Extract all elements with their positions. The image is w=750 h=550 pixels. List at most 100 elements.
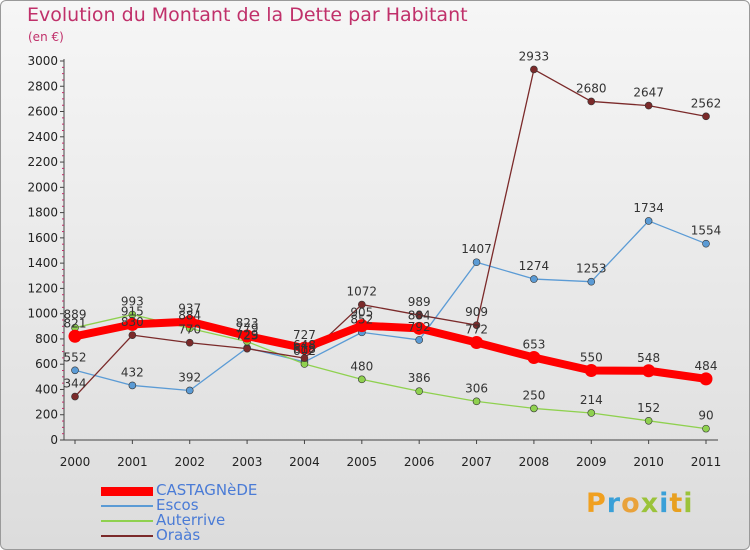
data-label-2: 779 — [236, 322, 259, 336]
logo-letter: P — [586, 488, 607, 519]
point-0 — [527, 351, 541, 365]
data-label-0: 823 — [236, 316, 259, 330]
y-tick-label: 200 — [35, 408, 58, 422]
point-1 — [128, 381, 137, 390]
point-3 — [243, 344, 251, 353]
y-tick-label: 2200 — [27, 155, 58, 169]
data-label-3: 2562 — [691, 96, 722, 110]
x-tick-label: 2001 — [117, 455, 148, 469]
data-label-0: 905 — [350, 306, 373, 320]
point-0 — [68, 329, 82, 343]
logo-letter: r — [606, 488, 622, 519]
series-line-3 — [74, 68, 707, 397]
y-tick-label: 0 — [50, 433, 58, 447]
point-1 — [530, 275, 538, 283]
point-3 — [185, 338, 194, 347]
data-label-2: 993 — [121, 295, 144, 309]
legend-label: Oraàs — [156, 526, 201, 544]
y-tick-label: 2800 — [27, 79, 58, 93]
data-label-2: 306 — [465, 381, 488, 395]
logo-letter: i — [659, 488, 670, 519]
y-tick-label: 1800 — [27, 206, 58, 220]
data-label-1: 1274 — [519, 259, 550, 273]
point-0 — [125, 317, 139, 331]
y-tick-label: 2600 — [27, 105, 58, 119]
axes: 0 200 400 600 800 1000 1200 1400 1600 1800 2000 220… — [27, 54, 721, 469]
point-2 — [358, 375, 366, 384]
y-tick-label: 800 — [35, 332, 58, 346]
x-tick-label: 2002 — [174, 455, 205, 469]
logo-letter: i — [683, 488, 694, 519]
logo-letter: o — [621, 488, 641, 519]
data-label-0: 550 — [580, 351, 603, 365]
x-tick-label: 2005 — [347, 455, 378, 469]
data-label-0: 548 — [637, 351, 660, 365]
point-3 — [702, 112, 710, 121]
data-label-3: 989 — [408, 295, 431, 309]
point-3 — [472, 321, 481, 329]
data-label-3: 723 — [236, 329, 259, 343]
data-label-1: 618 — [293, 342, 316, 356]
data-label-1: 1253 — [576, 262, 607, 276]
point-1 — [702, 239, 710, 248]
data-label-2: 386 — [408, 371, 431, 385]
data-label-3: 909 — [465, 305, 488, 319]
y-tick-label: 2400 — [27, 130, 58, 144]
data-label-0: 915 — [121, 304, 144, 318]
point-0 — [183, 315, 197, 329]
point-0 — [642, 364, 656, 378]
data-label-2: 250 — [522, 388, 545, 402]
point-3 — [415, 311, 423, 319]
data-label-3: 648 — [293, 338, 316, 352]
data-label-0: 937 — [178, 302, 201, 316]
legend-swatch — [101, 535, 153, 537]
point-0 — [470, 335, 484, 349]
x-tick-label: 2000 — [60, 455, 91, 469]
x-tick-label: 2011 — [691, 455, 722, 469]
data-label-1: 1554 — [691, 224, 722, 238]
point-0 — [355, 319, 369, 333]
legend-swatch — [101, 505, 153, 507]
point-2 — [702, 424, 710, 433]
series-line-1 — [74, 220, 707, 392]
data-label-1: 552 — [64, 350, 87, 364]
unit-label: (en €) — [28, 30, 64, 44]
data-label-2: 602 — [293, 344, 316, 358]
series-line-0 — [74, 317, 707, 383]
data-label-1: 1734 — [633, 201, 664, 215]
logo-letter: t — [669, 488, 684, 519]
data-label-1: 729 — [236, 328, 259, 342]
data-label-2: 889 — [64, 308, 87, 322]
data-label-3: 830 — [121, 315, 144, 329]
point-0 — [584, 364, 598, 378]
point-3 — [128, 331, 137, 339]
data-label-0: 727 — [293, 328, 316, 342]
data-label-0: 484 — [695, 359, 718, 373]
legend-label: CASTAGNèDE — [156, 481, 258, 499]
point-0 — [412, 321, 426, 335]
y-tick-label: 1200 — [27, 281, 58, 295]
y-tick-label: 1600 — [27, 231, 58, 245]
data-label-1: 432 — [121, 365, 144, 379]
data-label-2: 152 — [637, 401, 660, 415]
y-tick-label: 400 — [35, 382, 58, 396]
point-3 — [530, 65, 538, 74]
data-label-1: 792 — [408, 320, 431, 334]
point-3 — [644, 101, 653, 110]
data-label-3: 770 — [178, 323, 201, 337]
data-label-3: 2647 — [633, 86, 664, 100]
y-tick-label: 1400 — [27, 256, 58, 270]
point-2 — [587, 409, 596, 417]
data-label-1: 392 — [178, 370, 201, 384]
legend-label: Escos — [156, 496, 199, 514]
point-0 — [240, 329, 254, 343]
point-1 — [472, 258, 481, 267]
data-labels: 552 432 392 729 618 852 792 1407 1274 1253 1734 155… — [64, 49, 722, 422]
data-label-3: 2933 — [519, 49, 550, 63]
series-group — [68, 65, 713, 433]
data-label-3: 1072 — [347, 285, 378, 299]
x-tick-label: 2003 — [232, 455, 263, 469]
point-3 — [358, 300, 366, 309]
